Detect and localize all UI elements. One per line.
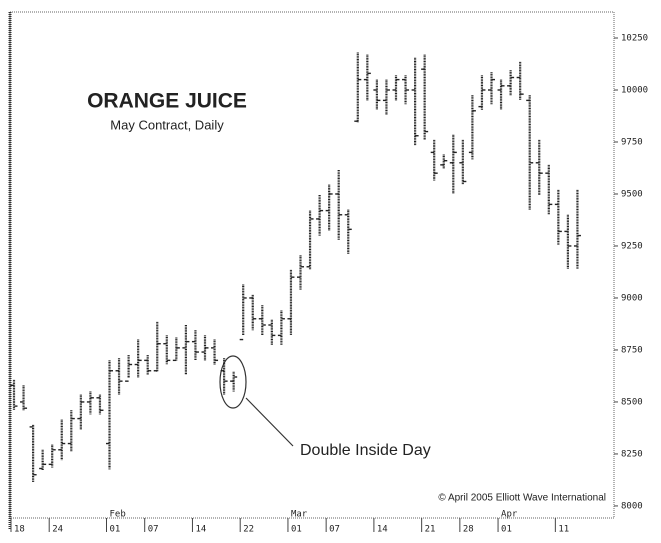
chart-title: ORANGE JUICE: [87, 90, 247, 113]
y-tick-label: 9000: [621, 293, 643, 303]
x-tick-label: 07: [148, 525, 159, 535]
highlight-ellipse: [219, 355, 247, 409]
callout-line: [245, 397, 294, 447]
month-label: Apr: [501, 510, 518, 520]
x-tick-label: 28: [463, 525, 474, 535]
chart-subtitle: May Contract, Daily: [110, 117, 224, 132]
x-tick-label: 18: [14, 525, 25, 535]
y-tick-label: 8500: [621, 397, 643, 407]
y-tick-label: 9250: [621, 241, 643, 251]
x-tick-label: 01: [501, 525, 512, 535]
x-tick-label: 22: [243, 525, 254, 535]
y-tick-label: 9500: [621, 189, 643, 199]
x-tick-label: 14: [377, 525, 388, 535]
month-label: Feb: [110, 510, 126, 520]
x-tick-label: 21: [425, 525, 436, 535]
y-tick-label: 10000: [621, 85, 648, 95]
y-tick-label: 8250: [621, 449, 643, 459]
y-tick-label: 8000: [621, 501, 643, 511]
y-tick-label: 9750: [621, 137, 643, 147]
x-tick-label: 01: [291, 525, 302, 535]
x-tick-label: 01: [110, 525, 121, 535]
y-tick-label: 10250: [621, 33, 648, 43]
x-tick-label: 24: [52, 525, 63, 535]
x-tick-label: 11: [558, 525, 569, 535]
credit: © April 2005 Elliott Wave International: [438, 493, 606, 504]
x-tick-label: 14: [195, 525, 206, 535]
month-label: Mar: [291, 510, 308, 520]
annotation: Double Inside Day: [300, 442, 431, 459]
y-tick-label: 8750: [621, 345, 643, 355]
x-tick-label: 07: [329, 525, 340, 535]
